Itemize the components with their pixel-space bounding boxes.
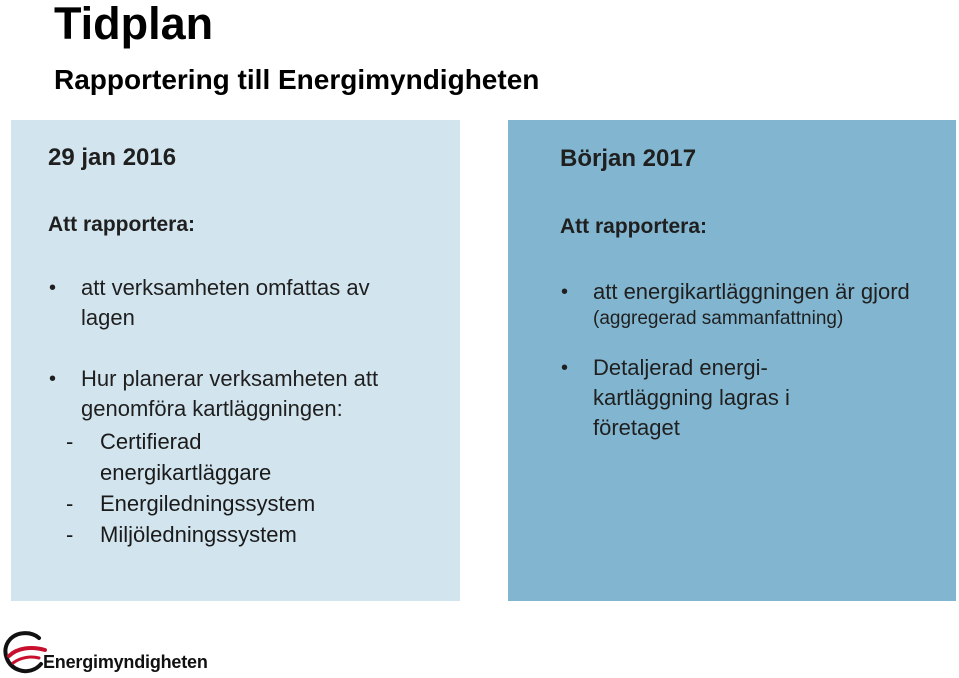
bullet-text: att energikartläggningen är gjord — [593, 279, 910, 304]
logo-text: Energimyndigheten — [43, 652, 208, 672]
bullet-text: Detaljerad energi-kartläggning lagras i … — [593, 355, 790, 440]
bullet-note: (aggregerad sammanfattning) — [593, 308, 844, 329]
left-bullet-item-1: • att verksamheten omfattas av lagen — [48, 273, 426, 333]
left-sub-list: - Certifierad energikartläggare - Energi… — [48, 426, 408, 550]
left-panel-heading: 29 jan 2016 — [48, 144, 177, 171]
slide-title: Tidplan — [54, 0, 214, 49]
slide-subtitle: Rapportering till Energimyndigheten — [54, 64, 540, 95]
dash-icon: - — [66, 491, 74, 516]
bullet-icon: • — [561, 281, 569, 303]
right-bullet-list: • att energikartläggningen är gjord (agg… — [560, 277, 920, 443]
right-bullet-item-1: • att energikartläggningen är gjord (agg… — [560, 277, 913, 331]
sub-item-text: Miljöledningssystem — [100, 522, 297, 547]
dash-icon: - — [66, 522, 74, 547]
bullet-text: Hur planerar verksamheten att genomföra … — [81, 366, 379, 421]
right-panel-label: Att rapportera: — [560, 215, 708, 238]
dash-icon: - — [66, 429, 74, 454]
bullet-icon: • — [561, 357, 569, 379]
energimyndigheten-logo: Energimyndigheten — [3, 630, 208, 674]
left-bullet-item-2: • Hur planerar verksamheten att genomför… — [48, 364, 431, 424]
left-panel: 29 jan 2016 Att rapportera: • att verksa… — [11, 120, 460, 601]
right-panel: Början 2017 Att rapportera: • att energi… — [508, 120, 956, 601]
sub-item-text: Certifierad energikartläggare — [100, 429, 272, 485]
left-bullet-list: • att verksamheten omfattas av lagen • H… — [48, 273, 428, 424]
sub-list-item: - Certifierad energikartläggare — [48, 426, 290, 488]
bullet-text: att verksamheten omfattas av lagen — [81, 275, 370, 330]
left-panel-label: Att rapportera: — [48, 213, 196, 236]
right-panel-heading: Början 2017 — [560, 145, 697, 172]
sub-list-item: - Miljöledningssystem — [48, 519, 408, 550]
sub-list-item: - Energiledningssystem — [48, 488, 408, 519]
right-bullet-item-2: • Detaljerad energi-kartläggning lagras … — [560, 353, 833, 443]
bullet-icon: • — [49, 277, 57, 299]
sub-item-text: Energiledningssystem — [100, 491, 316, 516]
bullet-icon: • — [49, 368, 57, 390]
energimyndigheten-logo-mark-icon — [3, 631, 47, 674]
